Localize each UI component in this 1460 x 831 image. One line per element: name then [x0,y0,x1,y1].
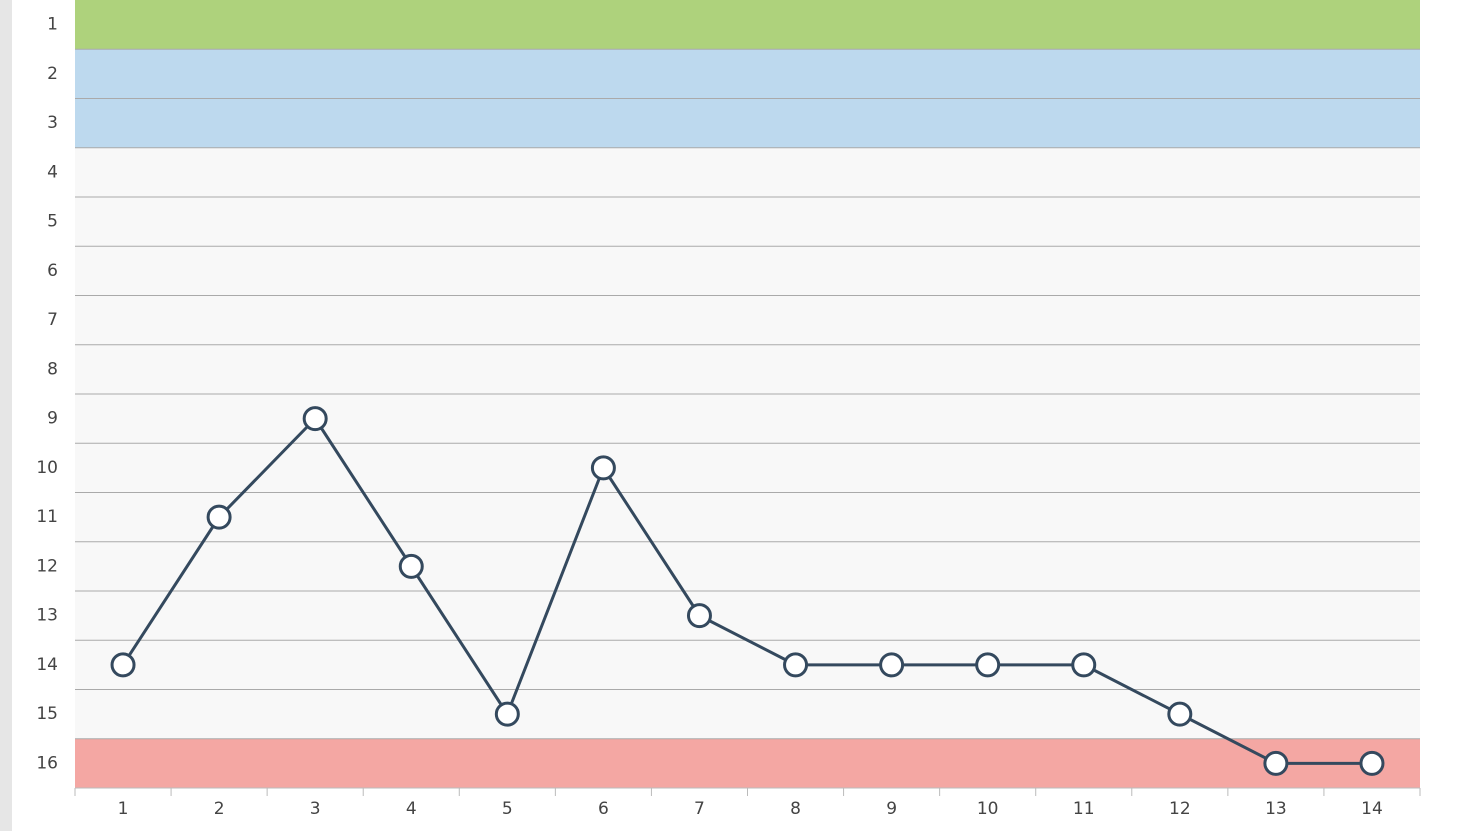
y-tick-label: 6 [47,261,58,281]
x-tick-label: 10 [977,799,999,819]
x-tick-label: 2 [214,799,225,819]
x-tick-label: 3 [310,799,321,819]
x-tick-label: 9 [886,799,897,819]
point-marker [975,652,1001,678]
y-tick-label: 8 [47,359,58,379]
point-marker [1167,701,1193,727]
point-marker [783,652,809,678]
x-tick-label: 4 [406,799,417,819]
y-tick-label: 4 [47,162,58,182]
y-tick-label: 5 [47,212,58,232]
x-tick-label: 7 [694,799,705,819]
y-tick-label: 16 [36,753,58,773]
y-tick-label: 11 [36,507,58,527]
y-tick-label: 2 [47,64,58,84]
position-line [121,417,1372,765]
point-marker [879,652,905,678]
y-tick-label: 12 [36,556,58,576]
y-tick-label: 1 [47,15,58,35]
y-tick-label: 7 [47,310,58,330]
y-tick-label: 13 [36,606,58,626]
point-marker [1263,750,1289,776]
x-tick-label: 1 [118,799,129,819]
point-marker [302,406,328,432]
point-marker [590,455,616,481]
y-tick-label: 14 [36,655,58,675]
x-tick-label: 13 [1265,799,1287,819]
x-tick-label: 12 [1169,799,1191,819]
x-tick-label: 8 [790,799,801,819]
point-marker [110,652,136,678]
point-marker [1071,652,1097,678]
x-tick-label: 6 [598,799,609,819]
point-marker [686,603,712,629]
y-tick-label: 3 [47,113,58,133]
zone-band [75,738,1420,788]
x-tick-label: 11 [1073,799,1095,819]
y-tick-label: 15 [36,704,58,724]
point-marker [494,701,520,727]
x-tick-label: 14 [1361,799,1383,819]
point-marker [1359,750,1385,776]
point-marker [398,553,424,579]
x-tick-label: 5 [502,799,513,819]
y-tick-label: 10 [36,458,58,478]
point-marker [206,504,232,530]
side-strip [0,0,12,831]
y-tick-label: 9 [47,409,58,429]
zone-band [75,0,1420,50]
